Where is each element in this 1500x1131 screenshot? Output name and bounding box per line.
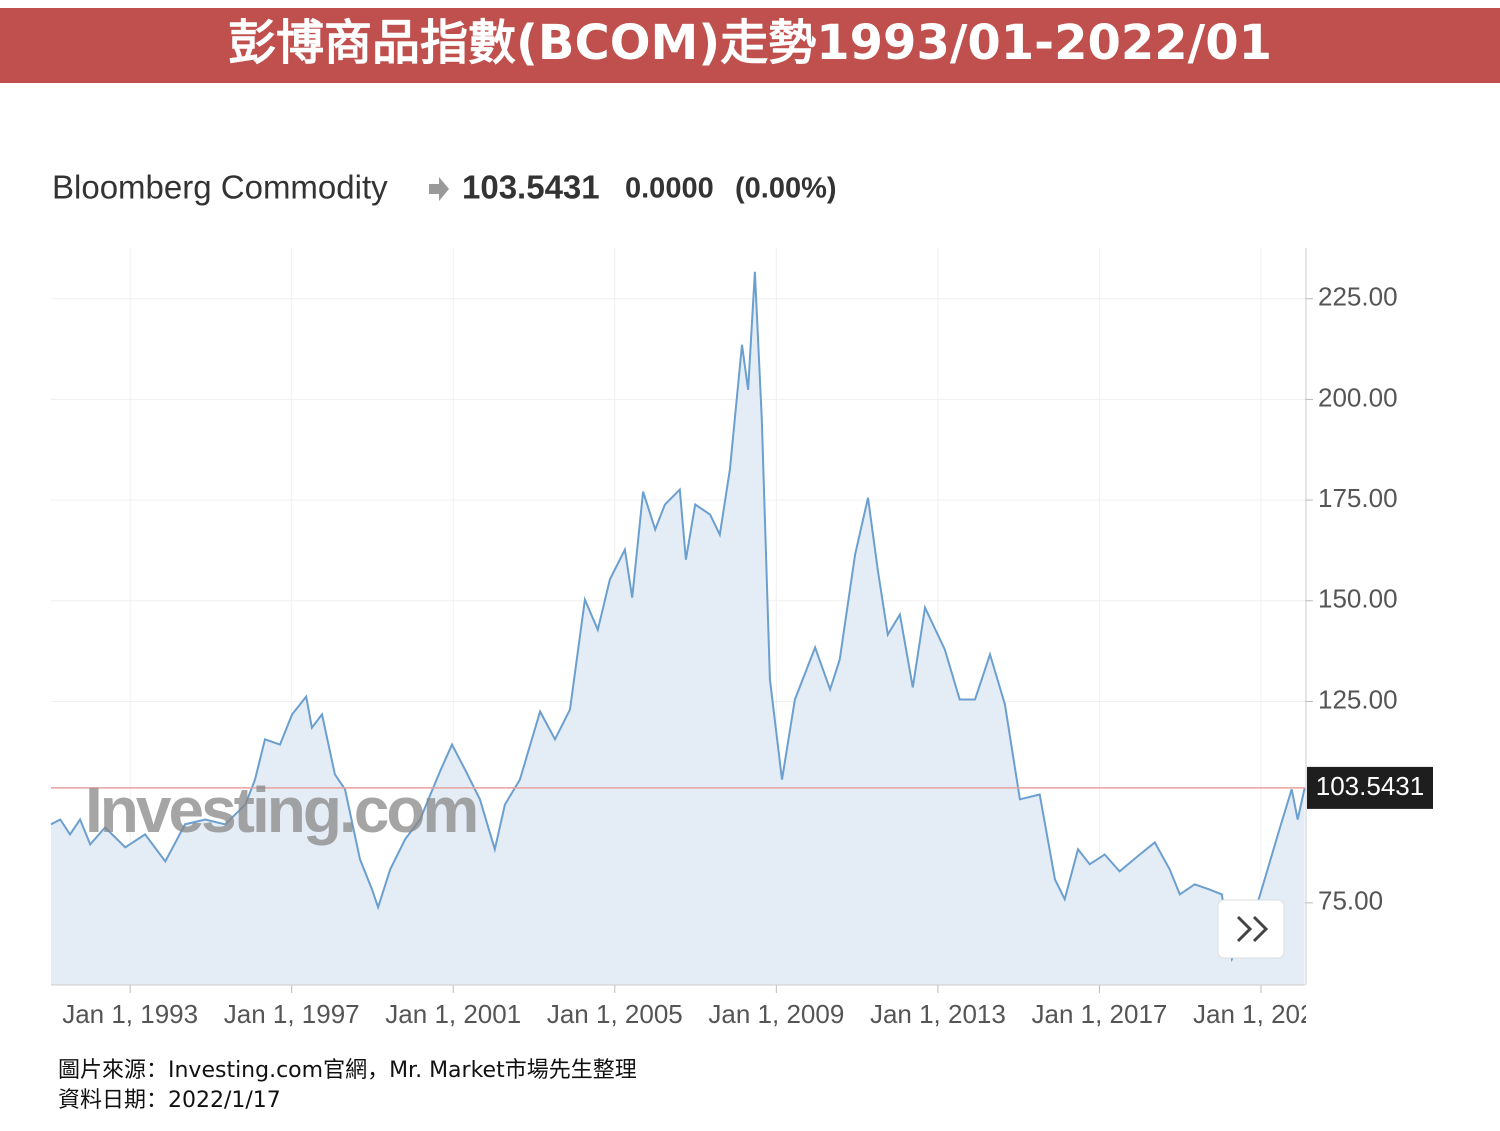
footer-date: 資料日期：2022/1/17 [58,1088,281,1113]
x-tick-label: Jan 1, 2013 [870,999,1006,1029]
watermark: Investing.com [85,774,476,846]
instrument-name: Bloomberg Commodity [52,169,388,206]
x-tick-label: Jan 1, 1993 [62,999,198,1029]
scroll-button[interactable] [1217,899,1285,959]
y-tick-label: 175.00 [1318,483,1398,513]
change: 0.0000 [625,173,714,205]
arrow-icon [429,177,449,201]
y-tick-label: 75.00 [1318,886,1383,916]
x-tick-label: Jan 1, 2009 [708,999,844,1029]
y-tick-label: 200.00 [1318,382,1398,412]
price-tag-label: 103.5431 [1316,771,1424,801]
y-tick-label: 225.00 [1318,282,1398,312]
y-tick-label: 150.00 [1318,584,1398,614]
banner [0,8,1500,83]
change-pct: (0.00%) [735,173,837,205]
x-tick-label: Jan 1, 2017 [1031,999,1167,1029]
banner-title: 彭博商品指數(BCOM)走勢1993/01-2022/01 [228,15,1272,71]
x-tick-label: Jan 1, 2005 [547,999,683,1029]
x-tick-label: Jan 1, 2001 [385,999,521,1029]
x-axis-labels: Jan 1, 1993 Jan 1, 1997 Jan 1, 2001 Jan 1, … [62,999,1329,1029]
price-tag [1307,766,1433,809]
price: 103.5431 [462,169,600,206]
area-fill [51,271,1305,985]
chevron-icon [1236,915,1269,943]
plot: 75.00 125.00 150.00 175.00 200.00 225.00 Jan 1… [50,248,1433,1029]
x-tick-label: Jan 1, 2021 [1193,999,1329,1029]
y-tick-label: 125.00 [1318,684,1398,714]
footer-source: 圖片來源：Investing.com官網，Mr. Market市場先生整理 [58,1058,637,1083]
x-tick-label: Jan 1, 1997 [224,999,360,1029]
series-line [50,271,1306,963]
